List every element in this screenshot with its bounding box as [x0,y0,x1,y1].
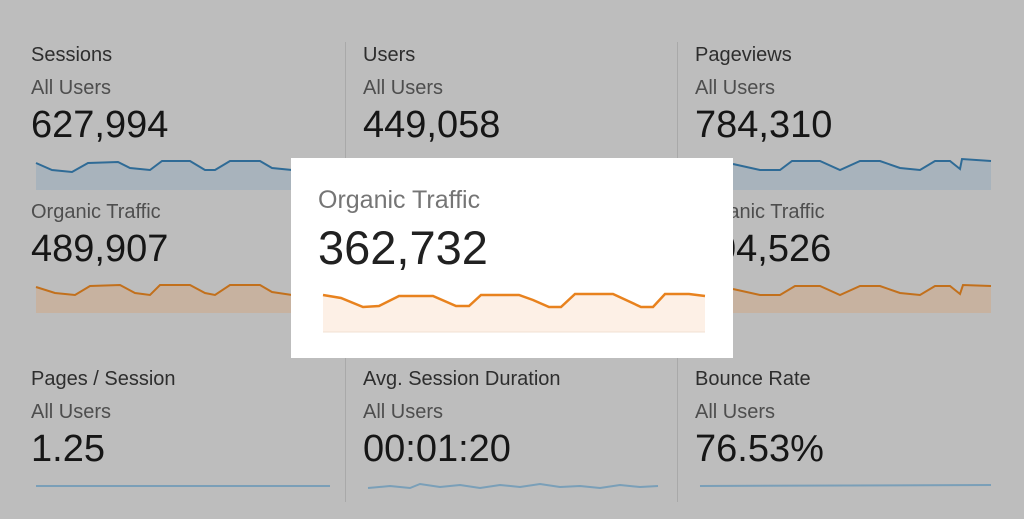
card-title: Pageviews [695,44,792,66]
card-value: 449,058 [363,104,501,146]
card-segment: All Users [695,77,776,99]
focus-title: Organic Traffic [318,186,481,214]
card-value: 627,994 [31,104,169,146]
card-title: Pages / Session [31,368,176,390]
card-value: 1.25 [31,428,105,470]
sparklines [35,283,992,313]
card-title: Sessions [31,44,113,66]
card-value: 76.53% [695,428,824,470]
card-segment: All Users [363,77,444,99]
card-value: 00:01:20 [363,428,511,470]
card-value: 489,907 [31,228,169,270]
card-segment: Organic Traffic [31,201,161,223]
card-title: Users [363,44,416,66]
sparklines [36,482,992,490]
focused-card: Organic Traffic 362,732 [291,158,733,358]
sparkline [322,292,706,333]
card-segment: All Users [363,401,444,423]
card-title: Avg. Session Duration [363,368,561,390]
card-segment: All Users [31,77,112,99]
card-segment: All Users [31,401,112,423]
card-segment: All Users [695,401,776,423]
card-value: 04,526 [715,228,832,270]
card-title: Bounce Rate [695,368,811,390]
card-value: 784,310 [695,104,833,146]
focus-value: 362,732 [318,221,488,274]
sparklines [35,157,992,190]
